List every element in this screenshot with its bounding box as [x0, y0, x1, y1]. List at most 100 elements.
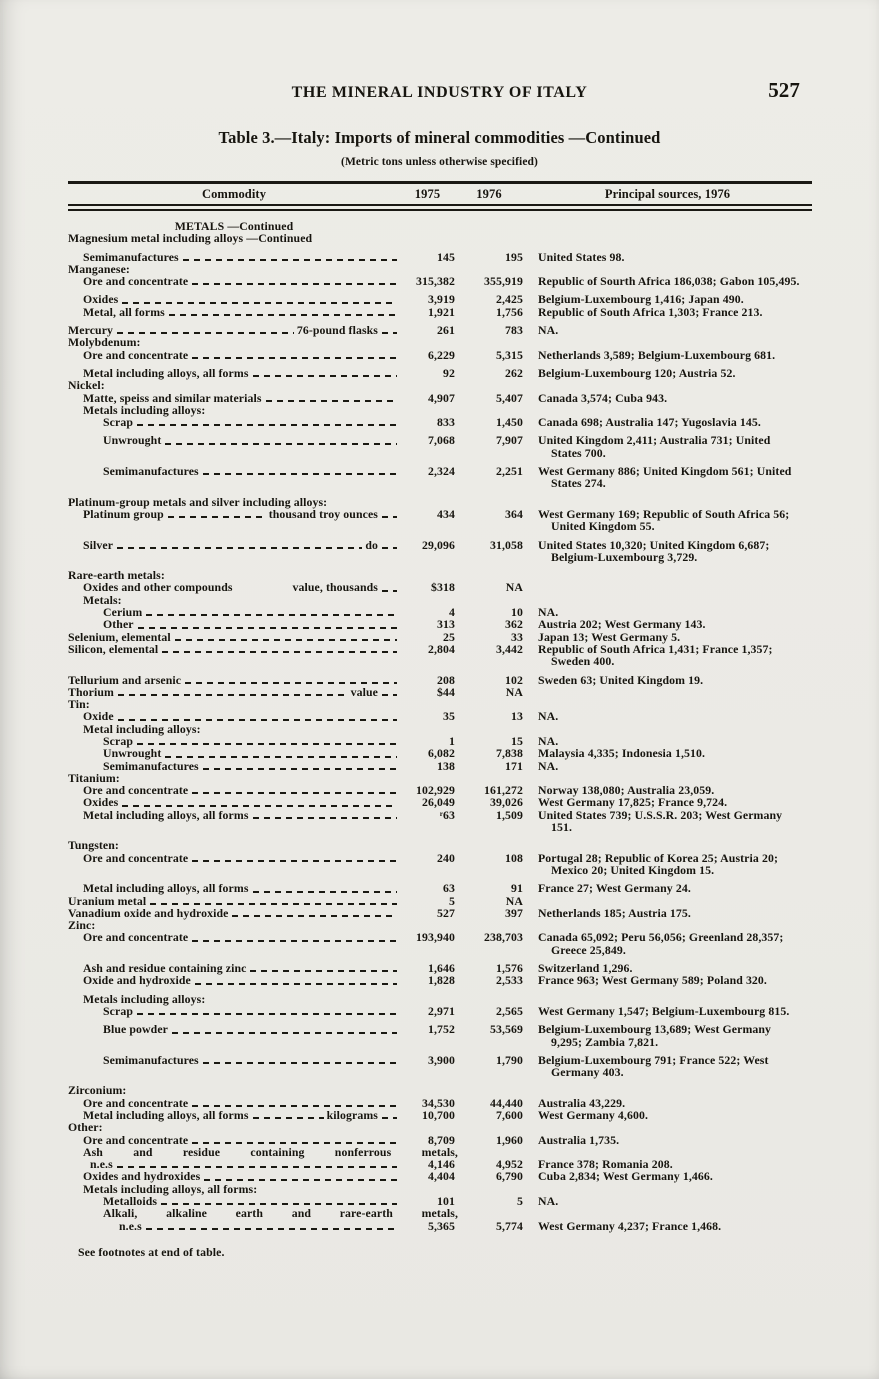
dash-leader	[202, 1062, 397, 1065]
value-1975: $318	[431, 580, 455, 595]
commodity-cell: Ash and residue containing zinc	[68, 962, 400, 974]
value-1976: 2,425	[495, 292, 523, 307]
table-rule-double-upper	[68, 204, 812, 206]
unit-label: thousand troy ounces	[268, 506, 378, 521]
commodity-label: Oxides	[83, 292, 119, 307]
column-headers: Commodity 1975 1976 Principal sources, 1…	[68, 187, 812, 202]
dash-leader	[192, 792, 397, 795]
principal-sources: United States 98.	[538, 249, 625, 264]
table-row: Unwrought 7,068 7,907 United Kingdom 2,411;…	[68, 434, 812, 459]
value-1976: 2,533	[495, 973, 523, 988]
commodity-label: Unwrought	[103, 433, 162, 448]
value-1975: 25	[443, 629, 455, 644]
dash-leader	[162, 651, 397, 654]
table-row: Semimanufactures 2,324 2,251 West Germany 8…	[68, 465, 812, 490]
value-1976: NA	[505, 684, 523, 699]
dash-leader-stub	[382, 332, 397, 335]
commodity-wrap-line: Ash and residue containing nonferrous me…	[68, 1146, 812, 1159]
unit-label: 76-pound flasks	[296, 323, 378, 338]
column-header-1976: 1976	[476, 187, 502, 201]
value-1976: 5,315	[495, 347, 523, 362]
commodity-label: Metalloids	[103, 1194, 158, 1209]
dash-leader	[168, 314, 397, 317]
principal-sources: Malaysia 4,335; Indonesia 1,510.	[538, 746, 706, 761]
commodity-label: Matte, speiss and similar materials	[83, 390, 262, 405]
principal-sources: Republic of South Africa 1,431; France 1…	[538, 641, 773, 669]
value-1976: 10	[511, 605, 523, 620]
group-heading: Tin:	[68, 698, 812, 711]
group-heading: Manganese:	[68, 263, 812, 276]
group-heading-label: Metal including alloys:	[83, 721, 201, 736]
table-row: Semimanufactures 3,900 1,790 Belgium-Luxemb…	[68, 1054, 812, 1079]
table-row: Platinum group thousand troy ounces 434 364…	[68, 508, 812, 533]
table-row: Semimanufactures 138 171 NA.	[68, 759, 812, 772]
principal-sources: Switzerland 1,296.	[538, 961, 633, 976]
dash-leader	[165, 442, 397, 445]
group-heading: Metals including alloys:	[68, 992, 812, 1005]
value-1975: 5,365	[427, 1218, 455, 1233]
commodity-label: Thorium	[68, 684, 114, 699]
commodity-cell: Platinum group thousand troy ounces	[68, 508, 400, 520]
group-heading: Nickel:	[68, 379, 812, 392]
group-heading: Metal including alloys:	[68, 721, 812, 736]
value-1975: 1,921	[427, 304, 455, 319]
commodity-label: Mercury	[68, 323, 114, 338]
value-1976: 1,576	[495, 961, 523, 976]
dash-leader	[174, 638, 397, 641]
commodity-cell: Silicon, elemental	[68, 643, 400, 655]
principal-sources: West Germany 169; Republic of South Afri…	[538, 506, 790, 534]
value-1976: 195	[505, 249, 523, 264]
unit-label: do	[365, 537, 378, 552]
dash-leader-stub	[382, 1117, 397, 1120]
value-1975: 261	[437, 323, 455, 338]
unit-label: value	[350, 684, 378, 699]
table-row: Blue powder 1,752 53,569 Belgium-Luxembourg…	[68, 1023, 812, 1048]
principal-sources: United States 10,320; United Kingdom 6,6…	[538, 537, 770, 564]
commodity-cell: Ore and concentrate	[68, 850, 400, 865]
table-row: Semimanufactures 145 195 United States 98.	[68, 249, 812, 264]
principal-sources: Netherlands 185; Austria 175.	[538, 905, 691, 920]
group-heading: Other:	[68, 1121, 812, 1134]
commodity-label: Ore and concentrate	[83, 850, 189, 865]
table-row: Ore and concentrate 193,940 238,703 Canada …	[68, 931, 812, 956]
value-1976: 4,952	[495, 1157, 523, 1172]
group-heading-label: Metals including alloys:	[83, 402, 206, 417]
commodity-label: Metal including alloys, all forms	[83, 365, 249, 380]
table-row: Ore and concentrate 34,530 44,440 Australia…	[68, 1096, 812, 1109]
commodity-label: Oxides and hydroxides	[83, 1169, 201, 1184]
dash-leader	[167, 516, 266, 519]
value-1975: 4,907	[427, 390, 455, 405]
group-heading: Platinum-group metals and silver includi…	[68, 495, 812, 508]
dash-leader	[117, 332, 294, 335]
commodity-cell: Ore and concentrate	[68, 1133, 400, 1146]
group-heading: Titanium:	[68, 772, 812, 785]
value-1975: 208	[437, 672, 455, 687]
value-1976: 13	[511, 709, 523, 724]
commodity-label: Ore and concentrate	[83, 347, 189, 362]
principal-sources: Republic of South Africa 1,303; France 2…	[538, 304, 763, 319]
value-1976: NA	[505, 893, 523, 908]
value-1976: 5	[517, 1194, 523, 1209]
dash-leader	[122, 804, 397, 807]
dash-leader	[145, 1227, 397, 1230]
value-1975: ʳ63	[439, 807, 455, 822]
dash-leader	[192, 356, 397, 359]
value-1976: 362	[505, 617, 523, 632]
value-1976: 2,565	[495, 1003, 523, 1018]
principal-sources: Canada 698; Australia 147; Yugoslavia 14…	[538, 415, 761, 430]
table-row: Cerium 4 10 NA.	[68, 605, 812, 620]
value-1975: 7,068	[427, 433, 455, 448]
running-head: THE MINERAL INDUSTRY OF ITALY	[291, 84, 588, 101]
table-row: n.e.s 4,146 4,952 France 378; Romania 208.	[68, 1157, 812, 1172]
value-1975: 4,404	[427, 1169, 455, 1184]
value-1976: 7,600	[495, 1108, 523, 1122]
principal-sources: Republic of Sourth Africa 186,038; Gabon…	[538, 274, 800, 289]
group-heading-label: Zirconium:	[68, 1083, 127, 1098]
table-row: Other 313 362 Austria 202; West Germany 143…	[68, 617, 812, 632]
commodity-label: Vanadium oxide and hydroxide	[68, 905, 229, 920]
column-header-commodity: Commodity	[201, 187, 267, 201]
commodity-cell: Scrap	[68, 416, 400, 428]
group-heading: Magnesium metal including alloys —Contin…	[68, 232, 812, 245]
value-1976: 7,907	[495, 433, 523, 448]
unit-label: value, thousands	[292, 580, 378, 595]
